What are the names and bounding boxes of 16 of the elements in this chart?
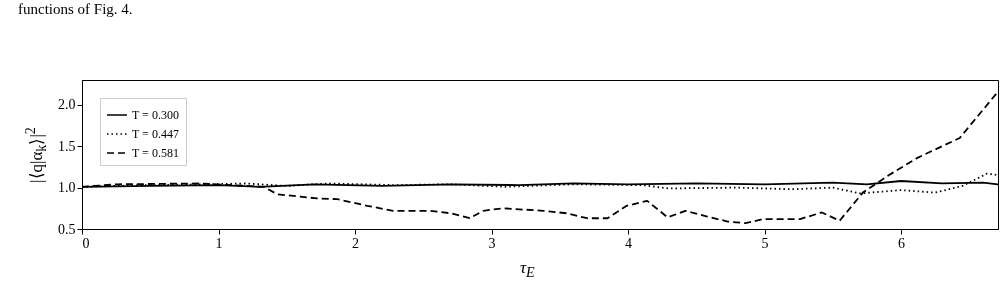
x-tick-label: 1 — [215, 235, 223, 251]
y-tick-label: 0.5 — [58, 221, 76, 237]
legend-label: T = 0.581 — [132, 146, 179, 160]
x-tick-label: 4 — [625, 235, 633, 251]
legend-label: T = 0.447 — [132, 127, 179, 141]
y-tick-label: 1.5 — [58, 138, 76, 154]
legend-label: T = 0.300 — [132, 108, 179, 122]
x-tick-label: 3 — [488, 235, 496, 251]
x-tick-label: 6 — [898, 235, 906, 251]
x-tick-label: 2 — [352, 235, 360, 251]
y-tick-label: 2.0 — [58, 97, 76, 113]
text: functions of Fig. 4. — [18, 1, 133, 18]
y-tick-label: 1.0 — [58, 180, 76, 196]
x-axis-title: τ$_{E}$ — [520, 258, 535, 282]
x-tick-label: 0 — [82, 235, 90, 251]
x-tick-label: 5 — [761, 235, 769, 251]
